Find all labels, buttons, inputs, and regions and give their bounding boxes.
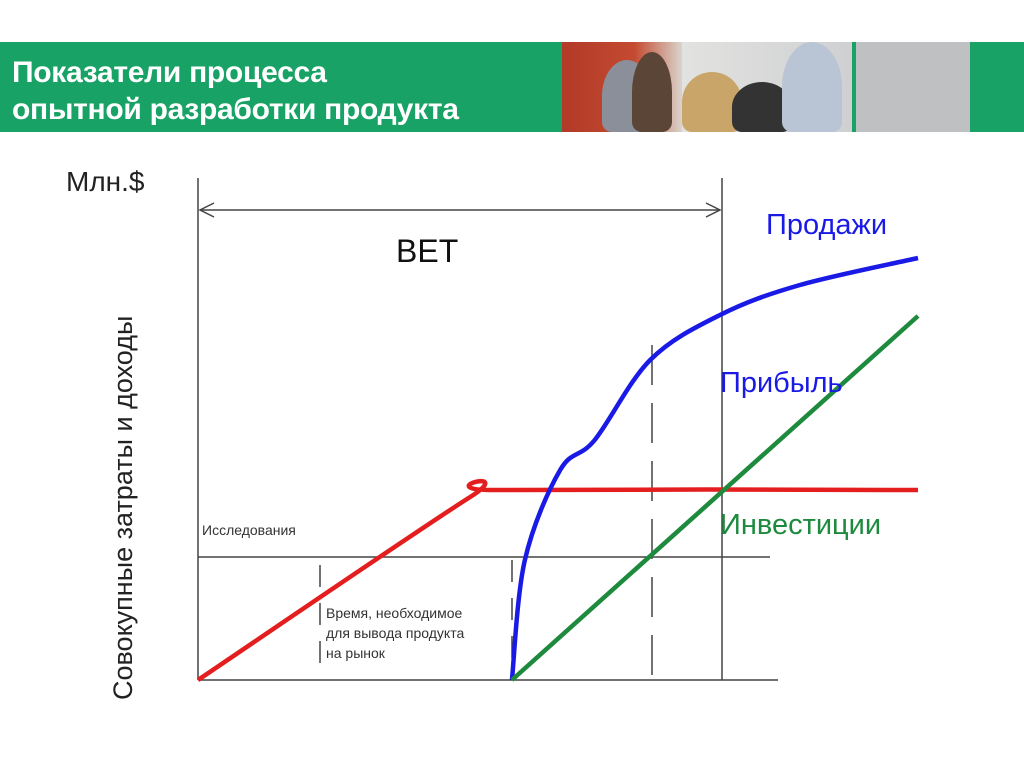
bet-arrow-right-head — [705, 202, 722, 218]
profit-label: Прибыль — [720, 367, 843, 399]
series-line-0 — [196, 478, 919, 682]
time-to-market-line-2: для вывода продукта — [326, 625, 464, 641]
slide-title: Показатели процесса опытной разработки п… — [12, 54, 459, 128]
title-line-1: Показатели процесса — [12, 56, 327, 89]
title-line-2: опытной разработки продукта — [12, 93, 459, 126]
series-line-1 — [509, 255, 919, 681]
investment-label: Инвестиции — [720, 509, 881, 541]
research-label: Исследования — [202, 522, 296, 538]
time-to-market-line-3: на рынок — [326, 645, 386, 661]
bet-arrow-left-head — [198, 202, 215, 218]
series-line-2 — [510, 314, 920, 682]
y-unit-label: Млн.$ — [66, 166, 145, 197]
time-to-market-line-1: Время, необходимое — [326, 605, 462, 621]
title-banner — [0, 42, 1024, 132]
banner-photo-2 — [682, 42, 852, 132]
bet-label: BET — [396, 233, 458, 269]
sales-label: Продажи — [766, 209, 887, 241]
banner-gray-block — [856, 42, 970, 132]
banner-photo — [562, 42, 682, 132]
